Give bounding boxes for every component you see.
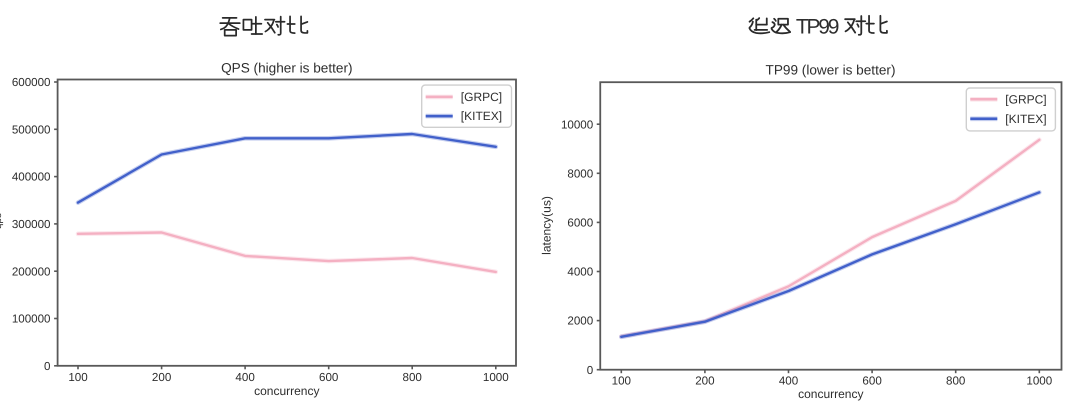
svg-text:800: 800 (403, 371, 422, 384)
svg-text:100000: 100000 (12, 313, 51, 326)
svg-text:[GRPC]: [GRPC] (461, 90, 502, 104)
svg-text:200: 200 (695, 375, 714, 388)
svg-text:[KITEX]: [KITEX] (1005, 112, 1046, 126)
svg-text:600: 600 (319, 371, 338, 384)
svg-text:4000: 4000 (567, 266, 593, 279)
svg-text:0: 0 (44, 360, 50, 373)
svg-text:[GRPC]: [GRPC] (1005, 92, 1046, 106)
svg-text:1000: 1000 (1026, 375, 1052, 388)
svg-text:2000: 2000 (567, 315, 593, 328)
svg-text:100: 100 (68, 371, 87, 384)
svg-text:600000: 600000 (12, 76, 51, 89)
svg-text:600: 600 (862, 375, 881, 388)
svg-text:0: 0 (587, 364, 593, 377)
svg-text:200000: 200000 (12, 265, 51, 278)
svg-text:100: 100 (612, 375, 631, 388)
svg-text:10000: 10000 (561, 118, 593, 131)
svg-text:400000: 400000 (12, 171, 51, 184)
svg-text:300000: 300000 (12, 218, 51, 231)
svg-text:6000: 6000 (567, 217, 593, 230)
svg-text:concurrency: concurrency (798, 387, 863, 401)
svg-text:qps: qps (0, 213, 4, 229)
svg-text:TP99: TP99 (796, 15, 840, 38)
svg-text:latency(us): latency(us) (540, 196, 554, 255)
svg-text:500000: 500000 (12, 123, 51, 136)
svg-text:[KITEX]: [KITEX] (461, 109, 502, 123)
svg-text:400: 400 (235, 371, 254, 384)
svg-text:400: 400 (779, 375, 798, 388)
svg-text:8000: 8000 (567, 167, 593, 180)
svg-text:200: 200 (152, 371, 171, 384)
svg-text:concurrency: concurrency (254, 384, 319, 398)
svg-text:TP99 (lower is better): TP99 (lower is better) (766, 62, 896, 77)
svg-text:1000: 1000 (483, 371, 509, 384)
svg-text:QPS (higher is better): QPS (higher is better) (221, 60, 352, 75)
svg-text:800: 800 (946, 375, 965, 388)
